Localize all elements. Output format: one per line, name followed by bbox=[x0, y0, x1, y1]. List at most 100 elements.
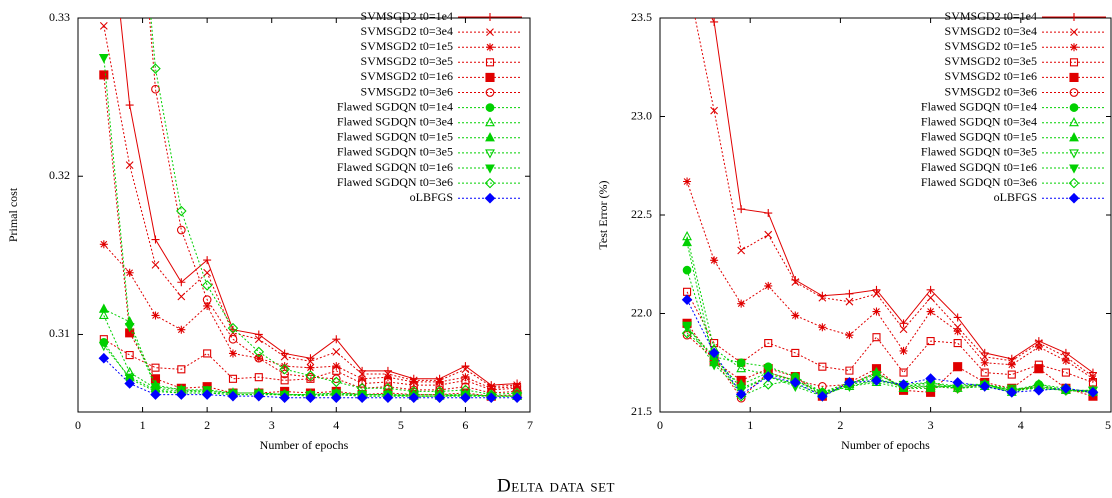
data-point bbox=[125, 350, 134, 360]
x-tick-label: 5 bbox=[398, 418, 404, 432]
plot-area bbox=[681, 18, 1099, 403]
legend-marker bbox=[1070, 13, 1078, 21]
data-point bbox=[177, 325, 186, 334]
data-point bbox=[487, 384, 496, 393]
data-point bbox=[926, 337, 935, 346]
data-point bbox=[790, 377, 801, 388]
y-tick-label: 0.33 bbox=[49, 10, 70, 24]
series-line bbox=[686, 270, 1094, 393]
data-point bbox=[332, 366, 341, 375]
series-line bbox=[686, 323, 1094, 397]
data-point bbox=[764, 209, 773, 218]
series-line bbox=[686, 181, 1094, 379]
data-point bbox=[1007, 360, 1016, 369]
data-point bbox=[925, 373, 936, 384]
legend-marker bbox=[1069, 58, 1079, 67]
legend-label: SVMSGD2 t0=3e5 bbox=[945, 54, 1037, 68]
data-point bbox=[708, 347, 720, 359]
data-point bbox=[513, 382, 522, 391]
legend-marker bbox=[1068, 177, 1080, 189]
data-point bbox=[899, 319, 908, 328]
y-tick-label: 23.5 bbox=[631, 10, 652, 24]
data-point bbox=[926, 293, 935, 302]
y-tick-label: 22.5 bbox=[631, 207, 652, 221]
legend-label: SVMSGD2 t0=1e5 bbox=[945, 39, 1037, 53]
data-point bbox=[177, 365, 186, 374]
data-point bbox=[736, 362, 747, 373]
data-point bbox=[899, 368, 908, 377]
data-point bbox=[872, 285, 881, 294]
legend-marker bbox=[485, 164, 495, 174]
series-line bbox=[711, 18, 1094, 374]
data-point bbox=[151, 363, 160, 372]
series-line bbox=[686, 291, 1094, 383]
data-point bbox=[737, 205, 746, 214]
x-tick-label: 1 bbox=[140, 418, 146, 432]
data-point bbox=[764, 230, 773, 239]
data-point bbox=[203, 349, 212, 358]
series-line bbox=[103, 338, 518, 391]
x-tick-label: 4 bbox=[1018, 418, 1024, 432]
data-point bbox=[845, 331, 854, 340]
data-point bbox=[682, 236, 692, 247]
data-point bbox=[736, 358, 746, 368]
series-line bbox=[149, 18, 518, 394]
data-point bbox=[254, 335, 263, 344]
data-point bbox=[818, 293, 827, 302]
x-tick-label: 4 bbox=[333, 418, 339, 432]
data-point bbox=[151, 84, 160, 94]
data-point bbox=[872, 289, 881, 298]
data-point bbox=[953, 327, 962, 336]
data-point bbox=[709, 361, 720, 371]
x-tick-label: 6 bbox=[462, 418, 468, 432]
data-point bbox=[332, 335, 341, 344]
data-point bbox=[279, 363, 290, 375]
data-point bbox=[177, 278, 186, 287]
data-point bbox=[899, 325, 908, 334]
legend-label: Flawed SGDQN t0=3e4 bbox=[921, 114, 1037, 128]
data-point bbox=[952, 381, 963, 392]
data-point bbox=[227, 390, 239, 402]
legend-marker bbox=[485, 149, 495, 159]
data-point bbox=[681, 294, 693, 305]
data-point bbox=[844, 377, 855, 388]
data-point bbox=[201, 280, 213, 291]
x-tick-label: 3 bbox=[269, 418, 275, 432]
data-point bbox=[953, 313, 962, 322]
data-point bbox=[710, 106, 719, 115]
data-point bbox=[845, 289, 854, 298]
legend-marker bbox=[486, 43, 494, 52]
data-point bbox=[461, 376, 470, 385]
data-point bbox=[791, 348, 800, 357]
legend-marker bbox=[485, 117, 495, 127]
legend-marker bbox=[1069, 88, 1079, 97]
data-point bbox=[925, 381, 936, 392]
data-point bbox=[845, 297, 854, 306]
data-point bbox=[358, 374, 367, 383]
data-point bbox=[979, 381, 990, 392]
data-point bbox=[332, 347, 341, 356]
data-point bbox=[460, 392, 471, 404]
data-point bbox=[1034, 342, 1043, 351]
plot-area bbox=[98, 18, 523, 404]
data-point bbox=[735, 388, 747, 400]
series-line bbox=[686, 299, 1094, 397]
data-point bbox=[98, 352, 110, 364]
data-point bbox=[99, 22, 108, 30]
data-point bbox=[899, 346, 908, 355]
data-point bbox=[461, 365, 470, 374]
data-point bbox=[254, 373, 263, 382]
legend-label: Flawed SGDQN t0=1e4 bbox=[921, 99, 1037, 113]
data-point bbox=[763, 362, 773, 372]
y-axis-label: Primal cost bbox=[6, 187, 20, 242]
data-point bbox=[1033, 385, 1045, 396]
legend-label: Flawed SGDQN t0=3e5 bbox=[921, 145, 1037, 159]
legend-marker bbox=[1069, 72, 1079, 82]
series-line bbox=[686, 325, 1093, 397]
data-point bbox=[818, 323, 827, 332]
legend-marker bbox=[484, 192, 496, 204]
legend-marker bbox=[1069, 164, 1079, 174]
data-point bbox=[898, 379, 909, 390]
data-point bbox=[710, 18, 719, 26]
